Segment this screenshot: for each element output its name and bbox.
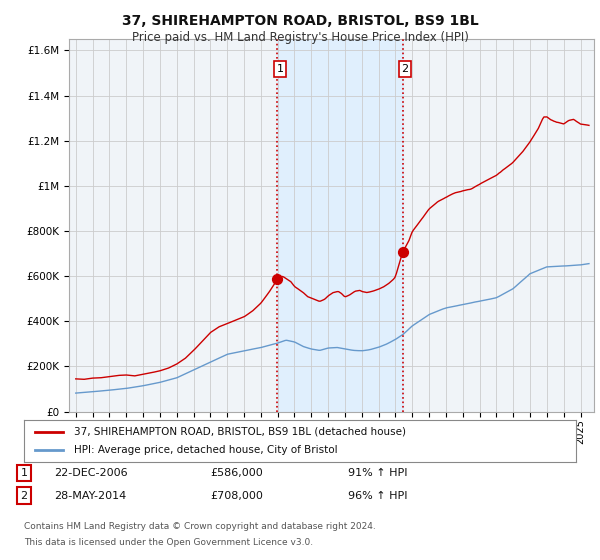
Text: 2: 2 xyxy=(20,491,28,501)
Point xyxy=(398,248,407,256)
Text: 2: 2 xyxy=(401,64,409,74)
Point xyxy=(272,275,282,284)
Text: £708,000: £708,000 xyxy=(210,491,263,501)
Text: 28-MAY-2014: 28-MAY-2014 xyxy=(54,491,126,501)
Text: HPI: Average price, detached house, City of Bristol: HPI: Average price, detached house, City… xyxy=(74,445,337,455)
Text: 22-DEC-2006: 22-DEC-2006 xyxy=(54,468,128,478)
Text: 96% ↑ HPI: 96% ↑ HPI xyxy=(348,491,407,501)
Text: 37, SHIREHAMPTON ROAD, BRISTOL, BS9 1BL (detached house): 37, SHIREHAMPTON ROAD, BRISTOL, BS9 1BL … xyxy=(74,427,406,437)
Text: Contains HM Land Registry data © Crown copyright and database right 2024.: Contains HM Land Registry data © Crown c… xyxy=(24,522,376,531)
Text: Price paid vs. HM Land Registry's House Price Index (HPI): Price paid vs. HM Land Registry's House … xyxy=(131,31,469,44)
Text: 37, SHIREHAMPTON ROAD, BRISTOL, BS9 1BL: 37, SHIREHAMPTON ROAD, BRISTOL, BS9 1BL xyxy=(122,14,478,28)
Text: This data is licensed under the Open Government Licence v3.0.: This data is licensed under the Open Gov… xyxy=(24,538,313,547)
Text: 1: 1 xyxy=(20,468,28,478)
Bar xyxy=(277,39,403,412)
Text: 1: 1 xyxy=(277,64,283,74)
Text: £586,000: £586,000 xyxy=(210,468,263,478)
Text: 91% ↑ HPI: 91% ↑ HPI xyxy=(348,468,407,478)
